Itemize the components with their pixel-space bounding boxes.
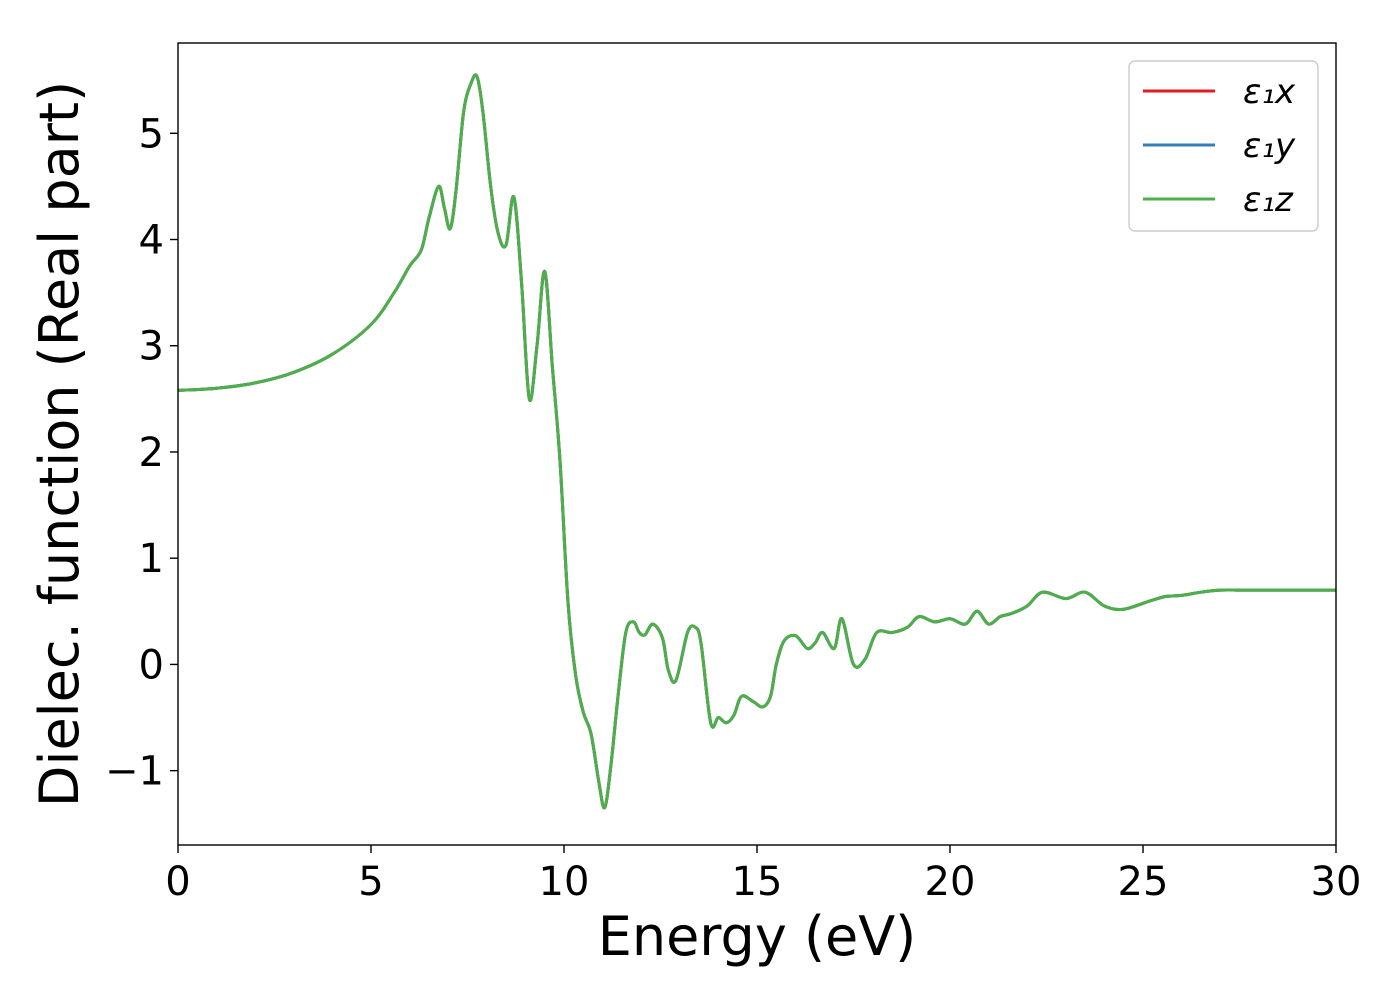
y-axis: −1 0 1 2 3 4 5 [105,111,178,795]
x-axis-title: Energy (eV) [598,905,917,968]
y-tick-label: −1 [105,749,164,795]
x-tick-label: 30 [1311,859,1362,905]
x-tick-label: 15 [732,859,783,905]
x-tick-label: 10 [539,859,590,905]
y-tick-label: 1 [139,536,164,582]
series-layer [177,73,1336,810]
legend: ε₁x ε₁y ε₁z [1128,60,1319,232]
y-tick-label: 0 [139,642,164,688]
y-tick-label: 5 [139,111,164,157]
legend-box [1128,60,1319,232]
x-tick-label: 5 [358,859,383,905]
x-tick-label: 0 [165,859,190,905]
y-axis-title: Dielec. function (Real part) [28,81,91,807]
x-tick-label: 20 [925,859,976,905]
y-tick-label: 2 [139,430,164,476]
legend-label: ε₁z [1243,180,1294,220]
series-line-3 [177,73,1336,810]
x-axis: 0 5 10 15 20 25 30 [165,845,1361,905]
x-tick-label: 25 [1118,859,1169,905]
y-tick-label: 3 [139,324,164,370]
y-tick-label: 4 [139,218,164,264]
legend-label: ε₁y [1243,126,1296,166]
legend-label: ε₁x [1243,72,1296,112]
